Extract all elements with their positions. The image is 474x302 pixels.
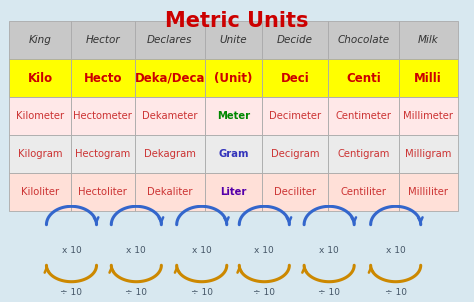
Text: Kilogram: Kilogram [18, 149, 63, 159]
Bar [71, 21, 135, 59]
Text: ÷ 10: ÷ 10 [318, 288, 340, 297]
Bar [9, 135, 71, 173]
Bar [135, 173, 205, 211]
Text: Kiloliter: Kiloliter [21, 187, 59, 198]
Text: ÷ 10: ÷ 10 [385, 288, 407, 297]
Text: Hectogram: Hectogram [75, 149, 130, 159]
Text: ÷ 10: ÷ 10 [125, 288, 147, 297]
Text: x 10: x 10 [386, 246, 406, 255]
Bar [71, 97, 135, 135]
Text: Deciliter: Deciliter [274, 187, 316, 198]
Text: x 10: x 10 [319, 246, 339, 255]
Bar [205, 59, 262, 97]
Text: Milli: Milli [414, 72, 442, 85]
Text: Centigram: Centigram [337, 149, 390, 159]
Bar [135, 135, 205, 173]
Text: Millimeter: Millimeter [403, 111, 453, 121]
Text: ÷ 10: ÷ 10 [253, 288, 275, 297]
Bar [262, 135, 328, 173]
Text: Decigram: Decigram [271, 149, 319, 159]
Text: Decimeter: Decimeter [269, 111, 321, 121]
Text: Dekameter: Dekameter [142, 111, 198, 121]
Text: Kilometer: Kilometer [16, 111, 64, 121]
Bar [328, 97, 399, 135]
Text: Milk: Milk [418, 35, 438, 45]
Bar [71, 59, 135, 97]
Bar [328, 21, 399, 59]
Text: x 10: x 10 [192, 246, 211, 255]
Text: Centiliter: Centiliter [340, 187, 386, 198]
Text: Dekagram: Dekagram [144, 149, 196, 159]
Bar [205, 173, 262, 211]
Text: x 10: x 10 [255, 246, 274, 255]
Bar [262, 21, 328, 59]
Bar [71, 135, 135, 173]
Bar [262, 173, 328, 211]
Text: Hecto: Hecto [83, 72, 122, 85]
Text: Centi: Centi [346, 72, 381, 85]
Text: Kilo: Kilo [27, 72, 53, 85]
Text: Gram: Gram [219, 149, 249, 159]
Text: Hectoliter: Hectoliter [78, 187, 127, 198]
Bar [399, 59, 458, 97]
Bar [399, 97, 458, 135]
Text: ÷ 10: ÷ 10 [191, 288, 213, 297]
Bar [135, 97, 205, 135]
Bar [135, 59, 205, 97]
Text: Decide: Decide [277, 35, 313, 45]
Bar [9, 21, 71, 59]
Text: Unite: Unite [220, 35, 247, 45]
Bar [9, 59, 71, 97]
Bar [328, 173, 399, 211]
Text: Hector: Hector [85, 35, 120, 45]
Bar [399, 21, 458, 59]
Bar [205, 135, 262, 173]
Text: Centimeter: Centimeter [335, 111, 391, 121]
Bar [328, 135, 399, 173]
Text: x 10: x 10 [62, 246, 82, 255]
Text: King: King [29, 35, 52, 45]
Text: Hectometer: Hectometer [73, 111, 132, 121]
Text: Declares: Declares [147, 35, 192, 45]
Text: Milligram: Milligram [405, 149, 451, 159]
Text: Milliliter: Milliliter [408, 187, 448, 198]
Bar [399, 173, 458, 211]
Bar [399, 135, 458, 173]
Text: Meter: Meter [217, 111, 250, 121]
Bar [262, 59, 328, 97]
Text: Dekaliter: Dekaliter [147, 187, 192, 198]
Bar [328, 59, 399, 97]
Text: Deci: Deci [281, 72, 310, 85]
Bar [71, 173, 135, 211]
Bar [9, 173, 71, 211]
Bar [205, 21, 262, 59]
Bar [205, 97, 262, 135]
Text: (Unit): (Unit) [214, 72, 253, 85]
Bar [9, 97, 71, 135]
Bar [135, 21, 205, 59]
Text: Metric Units: Metric Units [165, 11, 309, 31]
Text: ÷ 10: ÷ 10 [61, 288, 82, 297]
Text: x 10: x 10 [127, 246, 146, 255]
Text: Chocolate: Chocolate [337, 35, 389, 45]
Bar [262, 97, 328, 135]
Text: Liter: Liter [220, 187, 247, 198]
Text: Deka/Deca: Deka/Deca [135, 72, 205, 85]
